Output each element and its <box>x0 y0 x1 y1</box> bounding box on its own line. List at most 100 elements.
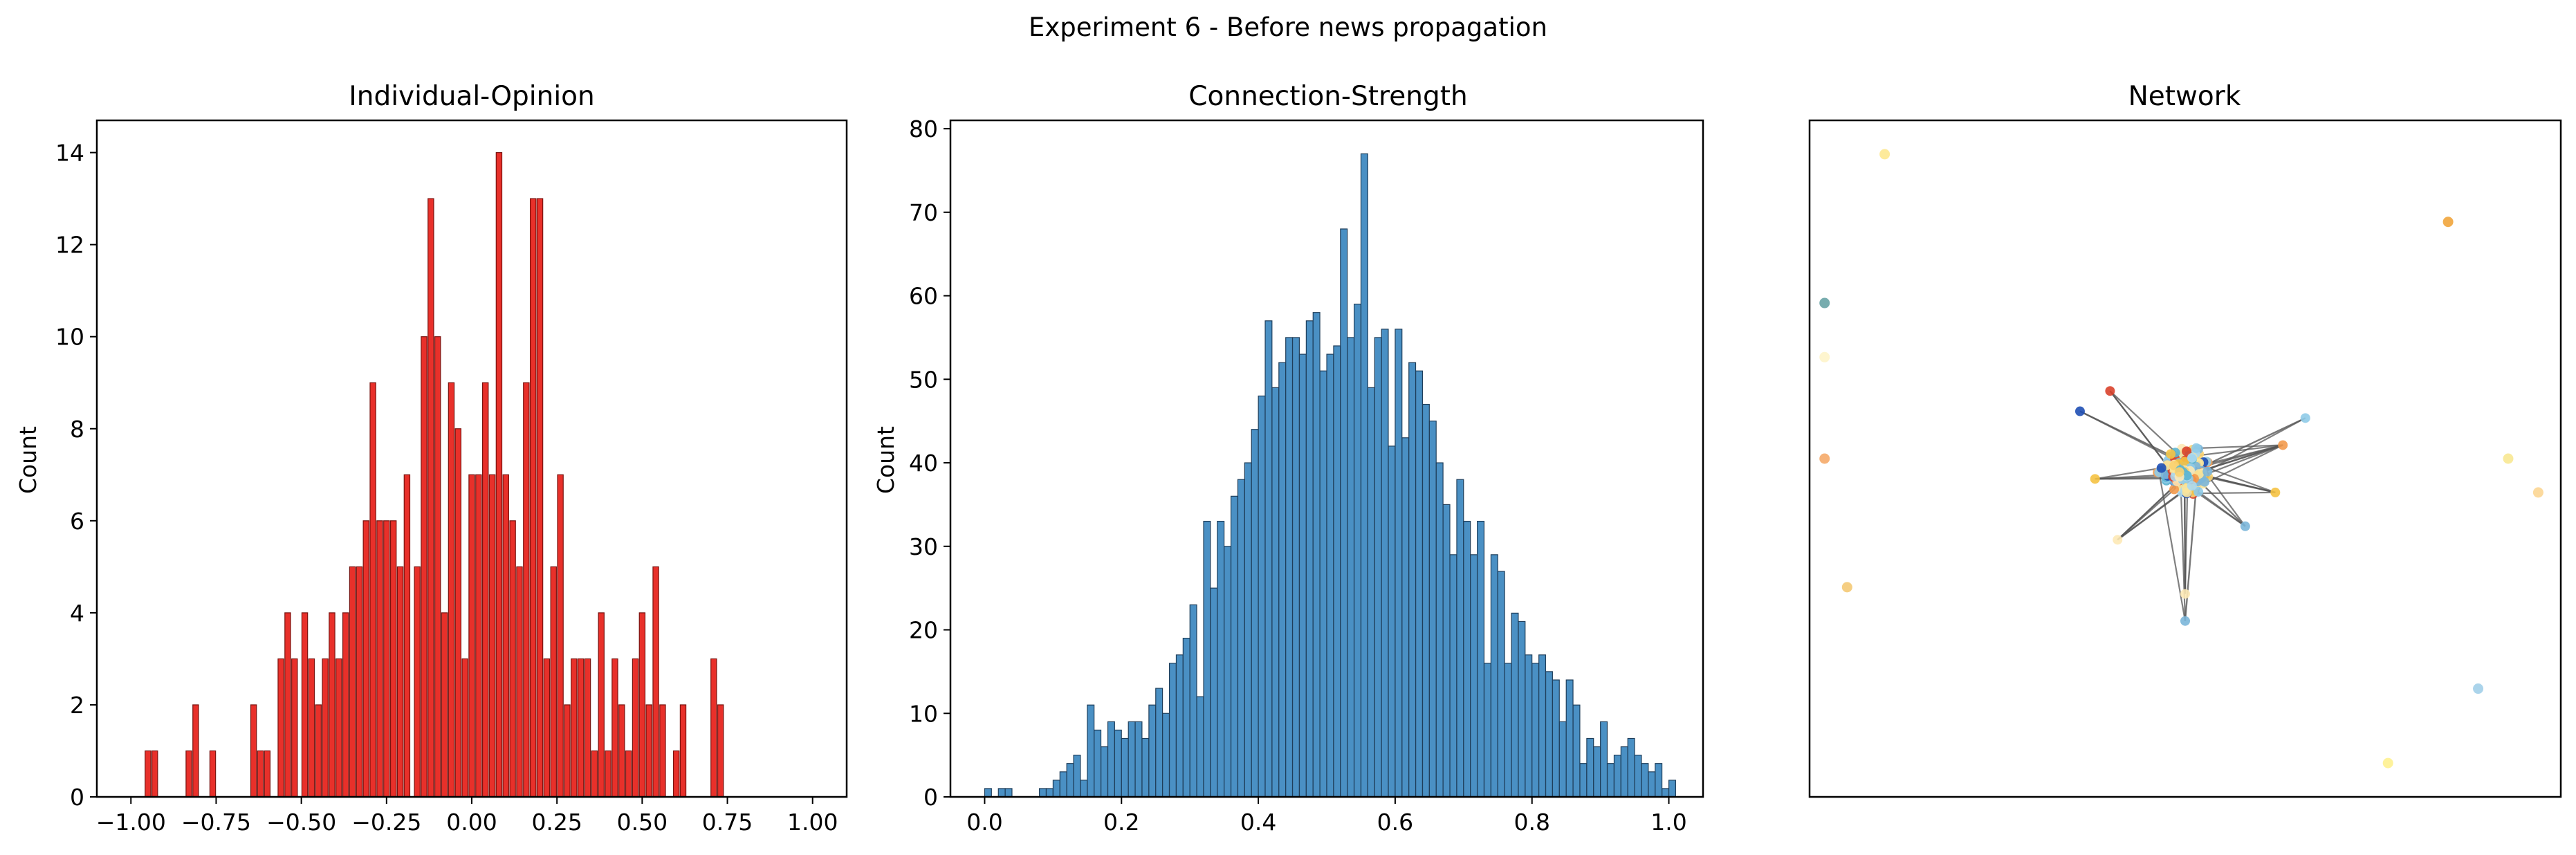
histogram-bar <box>1545 671 1553 798</box>
network-node <box>2382 757 2393 769</box>
histogram-bar <box>543 658 551 798</box>
histogram-bar <box>577 658 585 798</box>
x-tick-label: −1.00 <box>96 809 166 836</box>
network-node <box>2113 535 2123 545</box>
histogram-bar <box>1477 520 1485 798</box>
histogram-bar <box>1511 612 1519 798</box>
histogram-bar <box>984 788 992 798</box>
histogram-bar <box>1586 737 1594 798</box>
histogram-bar <box>1258 395 1266 798</box>
histogram-bar <box>349 566 356 798</box>
x-tick-label: 0.4 <box>1240 809 1276 836</box>
histogram-bar <box>1244 462 1252 798</box>
histogram-bar <box>1627 737 1635 798</box>
chart-title-individual-opinion: Individual-Opinion <box>349 81 595 112</box>
histogram-bar <box>1059 771 1067 798</box>
histogram-bar <box>1094 729 1102 798</box>
ylabel-connection-strength: Count <box>872 426 899 494</box>
histogram-bar <box>1210 587 1218 798</box>
histogram-bar <box>1073 755 1081 798</box>
histogram-bar <box>1291 337 1300 798</box>
histogram-bar <box>369 382 376 798</box>
network-node <box>1879 149 1890 160</box>
histogram-bar <box>383 520 390 798</box>
histogram-bar <box>1360 153 1368 798</box>
histogram-bar <box>1155 688 1163 798</box>
histogram-bar <box>1483 663 1491 798</box>
chart-title-connection-strength: Connection-Strength <box>1188 81 1467 112</box>
histogram-bar <box>322 658 329 798</box>
y-tick-label: 50 <box>909 366 938 393</box>
histogram-bar <box>638 612 646 798</box>
plot-frame-network <box>1808 119 2562 798</box>
histogram-bar <box>1449 554 1457 798</box>
histogram-bar <box>362 520 369 798</box>
y-tick-label: 12 <box>55 232 84 259</box>
histogram-bar <box>342 612 349 798</box>
network-edge <box>2184 488 2198 621</box>
histogram-bar <box>1278 362 1287 798</box>
chart-title-network: Network <box>2128 81 2241 112</box>
x-tick-label: 1.00 <box>787 809 838 836</box>
histogram-bar <box>717 704 724 798</box>
histogram-bar <box>516 566 523 798</box>
histogram-bar <box>536 198 544 798</box>
histogram-bar <box>1141 737 1150 798</box>
network-edge <box>2203 444 2283 471</box>
histogram-bar <box>584 658 591 798</box>
histogram-bar <box>652 566 659 798</box>
histogram-bar <box>1572 704 1581 798</box>
network-node <box>2193 486 2204 497</box>
histogram-bar <box>1401 437 1410 798</box>
histogram-bar <box>1490 554 1498 798</box>
histogram-bar <box>1189 604 1197 798</box>
network-node <box>2200 477 2210 487</box>
panel-individual-opinion: Individual-Opinion Count 0 2 4 6 8 10 12 14 −1.… <box>15 81 848 836</box>
histogram-bar <box>308 658 315 798</box>
histogram-bar <box>250 704 257 798</box>
histogram-bar <box>1552 679 1560 798</box>
histogram-bar <box>1600 721 1608 798</box>
histogram-bar <box>1606 763 1614 798</box>
histogram-bar <box>523 382 530 798</box>
histogram-bar <box>495 151 503 798</box>
y-tick-label: 40 <box>909 450 938 477</box>
yticks-connection-strength: 0 10 20 30 40 50 60 70 80 <box>909 116 950 811</box>
histogram-bar <box>679 704 687 798</box>
histogram-bar <box>396 566 404 798</box>
histogram-bar <box>1381 329 1389 798</box>
histogram-bar <box>284 612 291 798</box>
histogram-bar <box>1134 721 1143 798</box>
x-tick-label: −0.50 <box>266 809 336 836</box>
network-edge <box>2198 491 2246 527</box>
network-node <box>2532 487 2543 498</box>
histogram-bar <box>1217 520 1225 798</box>
histogram-bar <box>1374 337 1382 798</box>
network-node <box>2240 521 2250 531</box>
x-tick-label: −0.25 <box>351 809 421 836</box>
histogram-bar <box>1312 312 1321 798</box>
histogram-bar <box>403 474 411 798</box>
histogram-bar <box>1052 780 1060 798</box>
histogram-bar <box>1655 763 1663 798</box>
x-tick-label: 0.6 <box>1377 809 1413 836</box>
histogram-bar <box>1340 228 1348 798</box>
histogram-bar <box>1422 403 1430 798</box>
histogram-bar <box>564 704 571 798</box>
plot-frame-connection-strength <box>949 119 1704 798</box>
x-tick-label: 0.75 <box>702 809 753 836</box>
histogram-bar <box>1182 637 1190 798</box>
network-node <box>2166 449 2176 459</box>
histogram-bar <box>1087 704 1095 798</box>
x-tick-label: 0.00 <box>446 809 497 836</box>
xticks-individual-opinion: −1.00 −0.75 −0.50 −0.25 0.00 0.25 0.50 0.75 1.00 <box>96 797 838 836</box>
histogram-bar <box>335 658 342 798</box>
histogram-bar <box>659 704 666 798</box>
histogram-bar <box>1634 755 1642 798</box>
network-node <box>2169 484 2180 495</box>
network-node <box>2473 683 2484 695</box>
histogram-bar <box>1224 546 1232 798</box>
histogram-bar <box>1668 780 1676 798</box>
histogram-bar <box>481 382 489 798</box>
histogram-bar <box>1175 654 1184 798</box>
